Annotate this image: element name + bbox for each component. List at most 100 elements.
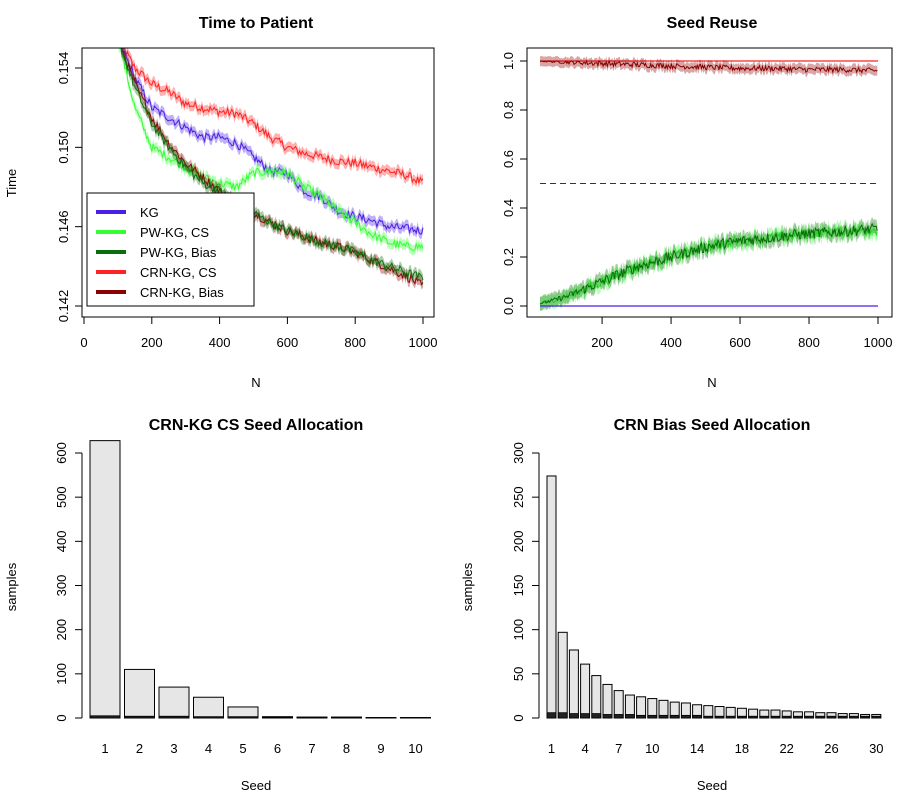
x-tick-label: 2 — [136, 741, 143, 756]
y-tick-label: 300 — [511, 442, 526, 464]
y-tick-label: 0.154 — [56, 52, 71, 85]
legend-label: KG — [140, 205, 159, 220]
bar-base — [737, 715, 747, 719]
bar-base — [669, 714, 680, 719]
x-tick-label: 3 — [170, 741, 177, 756]
y-tick-label: 0 — [54, 714, 69, 721]
bar-base — [546, 712, 557, 719]
x-tick-label: 7 — [308, 741, 315, 756]
bar — [124, 668, 155, 719]
y-tick-label: 400 — [54, 530, 69, 552]
x-tick-label: 0 — [80, 335, 87, 350]
series-line-pw-kg-cs — [118, 48, 424, 251]
bar-base — [725, 715, 736, 719]
bar-base — [331, 716, 362, 719]
chart-title: Seed Reuse — [667, 15, 758, 32]
bar-base — [602, 714, 613, 719]
series-band-pw-kg-bias — [540, 216, 878, 311]
bar — [613, 690, 624, 719]
x-tick-label: 600 — [729, 335, 751, 350]
bar-base — [158, 715, 190, 719]
crn-kg-cs-seed-allocation-panel: CRN-KG CS Seed Allocation Seed samples 0 100… — [4, 417, 431, 793]
x-tick-label: 4 — [581, 741, 588, 756]
x-tick-label: 10 — [645, 741, 659, 756]
bar — [580, 663, 591, 719]
bar-base — [770, 715, 781, 719]
y-tick-label: 0.146 — [56, 210, 71, 243]
bar-base — [748, 715, 758, 719]
series-line-pw-kg-bias — [120, 48, 424, 280]
y-tick-label: 0.4 — [501, 199, 516, 217]
x-axis-label: N — [251, 375, 260, 390]
plot-frame — [526, 47, 893, 318]
y-tick-label: 50 — [511, 667, 526, 681]
bar — [557, 631, 568, 719]
chart-title: Time to Patient — [199, 15, 314, 32]
bar-base — [692, 714, 702, 719]
x-tick-label: 26 — [824, 741, 838, 756]
bar — [89, 440, 121, 719]
x-tick-label: 200 — [141, 335, 163, 350]
x-tick-label: 1 — [101, 741, 108, 756]
time-to-patient-panel: Time to Patient N Time 0 200 400 600 800 1000 0.1… — [4, 15, 437, 390]
x-axis-label: Seed — [697, 778, 727, 793]
y-tick-label: 200 — [511, 530, 526, 552]
bar-base — [815, 715, 826, 719]
bar — [568, 649, 579, 719]
x-tick-label: 10 — [408, 741, 422, 756]
y-tick-label: 0.8 — [501, 101, 516, 119]
y-axis-label: Time — [4, 169, 19, 197]
series-band-crn-kg-cs — [122, 48, 423, 188]
x-tick-label: 30 — [869, 741, 883, 756]
bar-base — [296, 716, 328, 719]
bar-base — [826, 715, 837, 719]
bar-base — [860, 715, 870, 719]
plot-frame — [81, 47, 435, 318]
x-tick-label: 6 — [274, 741, 281, 756]
plot-area — [539, 56, 878, 312]
y-tick-label: 300 — [54, 575, 69, 597]
series-line-pw-kg-bias — [539, 222, 878, 305]
legend: KG PW-KG, CS PW-KG, Bias CRN-KG, CS CRN-KG, … — [86, 192, 255, 307]
x-tick-label: 600 — [277, 335, 299, 350]
series-line-pw-kg-cs — [539, 225, 878, 305]
y-tick-label: 0.150 — [56, 131, 71, 164]
x-tick-label: 14 — [690, 741, 704, 756]
legend-label: CRN-KG, Bias — [140, 285, 224, 300]
bar-base — [793, 715, 803, 719]
y-tick-label: 0 — [511, 714, 526, 721]
y-tick-label: 600 — [54, 442, 69, 464]
y-tick-label: 100 — [511, 619, 526, 641]
x-tick-label: 9 — [377, 741, 384, 756]
bar-base — [681, 714, 691, 719]
x-tick-label: 18 — [735, 741, 749, 756]
bar-base — [89, 715, 121, 719]
x-tick-label: 1 — [548, 741, 555, 756]
x-tick-label: 400 — [660, 335, 682, 350]
x-tick-label: 7 — [615, 741, 622, 756]
chart-title: CRN-KG CS Seed Allocation — [149, 417, 364, 434]
x-tick-label: 22 — [779, 741, 793, 756]
legend-label: CRN-KG, CS — [140, 265, 217, 280]
seed-reuse-panel: Seed Reuse N 200 400 600 800 1000 0.0 0.2 0.4 0.6 0… — [501, 15, 893, 390]
x-tick-label: 5 — [239, 741, 246, 756]
series-band-pw-kg-cs — [540, 219, 878, 312]
series-line-crn-kg-cs — [123, 48, 424, 185]
plot-area — [118, 48, 424, 290]
bar-base — [781, 715, 792, 719]
bar — [602, 683, 613, 719]
y-axis-label: samples — [4, 562, 19, 611]
series-line-crn-kg-bias — [539, 59, 878, 74]
y-tick-label: 250 — [511, 486, 526, 508]
bar-base — [591, 713, 602, 719]
bar-base — [759, 715, 770, 719]
x-tick-label: 8 — [343, 741, 350, 756]
y-axis-label: samples — [460, 562, 475, 611]
x-tick-label: 200 — [591, 335, 613, 350]
x-tick-label: 1000 — [409, 335, 438, 350]
bar-base — [714, 715, 725, 719]
series-line-kg — [122, 48, 424, 235]
y-tick-label: 200 — [54, 619, 69, 641]
y-tick-label: 500 — [54, 486, 69, 508]
y-tick-label: 0.0 — [501, 297, 516, 315]
